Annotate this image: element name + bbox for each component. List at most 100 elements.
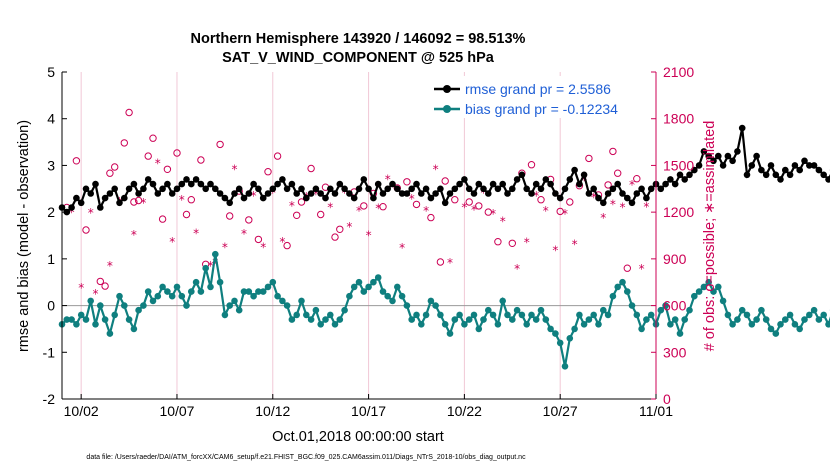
legend: rmse grand pr = 2.5586 bias grand pr = -… — [428, 76, 650, 118]
rmse-point — [106, 190, 114, 197]
rmse-point — [77, 199, 85, 207]
bias-point — [312, 306, 320, 314]
bias-point — [178, 292, 186, 300]
obs-possible-marker — [134, 196, 143, 205]
y-left-axis-label: rmse and bias (model - observation) — [16, 120, 32, 352]
bias-point — [600, 306, 607, 314]
bias-point — [465, 316, 473, 323]
bias-point — [576, 311, 583, 319]
obs-possible-marker — [451, 196, 459, 204]
bias-point — [719, 297, 727, 305]
bias-point — [715, 283, 722, 291]
rmse-point — [724, 152, 732, 160]
y-left-tick-label: -1 — [43, 344, 56, 360]
rmse-point — [322, 194, 329, 202]
rmse-point — [259, 194, 267, 202]
obs-assimilated-marker: * — [313, 188, 319, 202]
obs-assimilated-marker: * — [629, 178, 635, 192]
rmse-point — [317, 190, 325, 197]
bias-point — [542, 316, 550, 323]
rmse-point — [144, 176, 152, 183]
y-right-tick-label: 600 — [663, 298, 687, 314]
bias-point — [341, 306, 348, 314]
rmse-point — [772, 171, 780, 179]
bias-point — [700, 283, 708, 291]
obs-assimilated-marker: * — [500, 215, 506, 229]
rmse-point — [513, 176, 521, 183]
obs-assimilated-marker: * — [409, 192, 415, 206]
obs-possible-marker — [427, 213, 435, 222]
obs-possible-marker — [633, 175, 641, 183]
rmse-point — [710, 157, 717, 165]
bias-point — [279, 297, 286, 305]
bias-point — [461, 321, 468, 328]
bias-point — [350, 283, 358, 291]
bias-point — [767, 325, 775, 333]
y-right-tick-label: 1800 — [663, 111, 694, 127]
bias-point — [590, 311, 597, 319]
rmse-point — [384, 185, 392, 193]
bias-point — [437, 311, 444, 319]
bias-point — [68, 316, 75, 323]
obs-possible-marker — [245, 216, 253, 224]
rmse-point — [451, 185, 459, 193]
obs-possible-marker — [163, 165, 172, 174]
obs-possible-marker — [96, 277, 105, 286]
bias-point — [595, 321, 602, 328]
bias-point — [485, 306, 492, 314]
obs-possible-marker — [403, 178, 411, 186]
bias-point — [456, 311, 463, 319]
rmse-point — [465, 185, 473, 193]
rmse-point — [135, 190, 142, 197]
rmse-point — [298, 185, 305, 193]
x-tick-label: 10/22 — [447, 403, 482, 419]
rmse-point — [446, 190, 454, 197]
rmse-point — [638, 185, 645, 193]
bias-point — [499, 297, 507, 305]
rmse-point — [456, 180, 463, 188]
rmse-point — [226, 199, 233, 207]
bias-point — [489, 311, 497, 319]
rmse-point — [408, 185, 416, 193]
obs-assimilated-marker: * — [88, 206, 94, 220]
bias-point — [705, 278, 712, 286]
rmse-point — [207, 180, 214, 188]
rmse-point — [303, 194, 310, 202]
bias-point — [815, 316, 823, 323]
bias-point — [494, 321, 502, 328]
bias-point — [116, 292, 123, 300]
bias-point — [671, 316, 679, 323]
rmse-point — [418, 190, 425, 197]
y-right-tick-label: 900 — [663, 251, 687, 267]
bias-point — [298, 297, 305, 305]
bias-point — [657, 306, 665, 314]
obs-assimilated-marker: * — [69, 205, 75, 219]
obs-possible-marker — [101, 282, 109, 290]
rmse-point — [178, 180, 186, 188]
rmse-point — [422, 185, 430, 193]
obs-possible-marker — [106, 169, 114, 177]
rmse-point — [274, 180, 281, 188]
rmse-point — [427, 194, 435, 202]
bias-point — [796, 325, 803, 333]
x-tick-label: 10/17 — [351, 403, 386, 419]
bias-point — [762, 316, 770, 323]
bias-point — [801, 316, 808, 323]
obs-possible-marker — [283, 241, 291, 250]
bias-point — [274, 292, 281, 300]
rmse-point — [758, 166, 765, 174]
obs-assimilated-marker: * — [375, 202, 381, 216]
obs-possible-marker — [82, 226, 90, 234]
rmse-point — [413, 180, 420, 188]
rmse-point — [671, 180, 679, 188]
obs-assimilated-marker: * — [639, 262, 645, 276]
bias-point — [791, 321, 799, 328]
obs-assimilated-marker: * — [193, 226, 199, 240]
bias-point — [197, 288, 205, 295]
bias-point — [240, 288, 248, 295]
obs-assimilated-marker: * — [131, 228, 137, 242]
obs-possible-marker — [130, 198, 138, 206]
rmse-series — [58, 124, 830, 216]
obs-assimilated-marker: * — [270, 186, 276, 200]
bias-point — [667, 321, 674, 328]
